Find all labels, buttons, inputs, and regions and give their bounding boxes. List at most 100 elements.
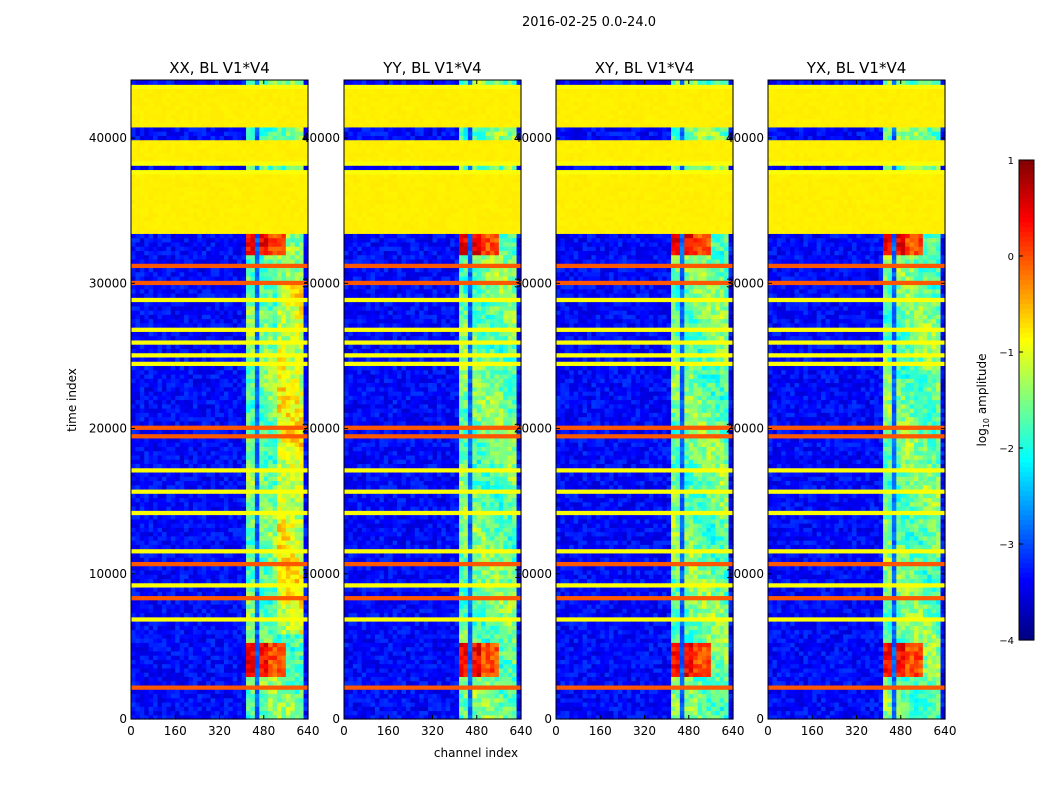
- heatmap-cell: [144, 302, 149, 307]
- heatmap-cell: [175, 204, 180, 209]
- heatmap-cell: [162, 668, 167, 673]
- heatmap-cell: [175, 647, 180, 652]
- heatmap-cell: [135, 706, 140, 711]
- heatmap-cell: [149, 327, 154, 332]
- heatmap-cell: [158, 459, 163, 464]
- heatmap-cell: [171, 489, 176, 494]
- heatmap-cell: [149, 595, 154, 600]
- heatmap-cell: [162, 493, 167, 498]
- heatmap-cell: [131, 242, 136, 247]
- heatmap-cell: [135, 664, 140, 669]
- heatmap-cell: [162, 144, 167, 149]
- heatmap-cell: [180, 655, 185, 660]
- heatmap-cell: [131, 446, 136, 451]
- heatmap-cell: [180, 250, 185, 255]
- heatmap-cell: [144, 561, 149, 566]
- heatmap-cell: [149, 421, 154, 426]
- heatmap-cell: [158, 110, 163, 115]
- heatmap-cell: [175, 634, 180, 639]
- heatmap-cell: [140, 515, 145, 520]
- heatmap-cell: [149, 536, 154, 541]
- heatmap-cell: [144, 89, 149, 94]
- heatmap-cell: [149, 233, 154, 238]
- heatmap-cell: [162, 233, 167, 238]
- heatmap-cell: [171, 566, 176, 571]
- heatmap-cell: [135, 600, 140, 605]
- heatmap-cell: [153, 370, 158, 375]
- heatmap-cell: [162, 361, 167, 366]
- heatmap-cell: [135, 672, 140, 677]
- heatmap-cell: [162, 140, 167, 145]
- heatmap-cell: [158, 553, 163, 558]
- heatmap-cell: [153, 574, 158, 579]
- heatmap-cell: [175, 540, 180, 545]
- heatmap-cell: [131, 412, 136, 417]
- heatmap-cell: [175, 152, 180, 157]
- heatmap-cell: [153, 140, 158, 145]
- heatmap-cell: [180, 702, 185, 707]
- heatmap-cell: [166, 250, 171, 255]
- heatmap-cell: [144, 451, 149, 456]
- heatmap-cell: [140, 485, 145, 490]
- heatmap-cell: [153, 497, 158, 502]
- heatmap-cell: [153, 289, 158, 294]
- heatmap-cell: [171, 634, 176, 639]
- heatmap-cell: [140, 698, 145, 703]
- heatmap-cell: [171, 600, 176, 605]
- heatmap-cell: [171, 336, 176, 341]
- heatmap-cell: [158, 140, 163, 145]
- heatmap-cell: [162, 710, 167, 715]
- heatmap-cell: [153, 523, 158, 528]
- heatmap-cell: [135, 169, 140, 174]
- heatmap-cell: [140, 263, 145, 268]
- heatmap-cell: [144, 476, 149, 481]
- heatmap-cell: [144, 702, 149, 707]
- heatmap-cell: [140, 408, 145, 413]
- heatmap-cell: [175, 195, 180, 200]
- heatmap-cell: [162, 242, 167, 247]
- heatmap-cell: [166, 284, 171, 289]
- heatmap-cell: [149, 89, 154, 94]
- heatmap-cell: [131, 634, 136, 639]
- heatmap-cell: [158, 391, 163, 396]
- heatmap-cell: [162, 429, 167, 434]
- heatmap-cell: [158, 169, 163, 174]
- heatmap-cell: [171, 455, 176, 460]
- heatmap-cell: [135, 613, 140, 618]
- heatmap-cell: [162, 608, 167, 613]
- heatmap-cell: [158, 527, 163, 532]
- heatmap-cell: [140, 578, 145, 583]
- heatmap-cell: [180, 570, 185, 575]
- heatmap-cell: [135, 89, 140, 94]
- heatmap-cell: [166, 319, 171, 324]
- heatmap-cell: [144, 412, 149, 417]
- heatmap-cell: [131, 148, 136, 153]
- heatmap-cell: [180, 664, 185, 669]
- heatmap-cell: [144, 378, 149, 383]
- heatmap-cell: [166, 191, 171, 196]
- heatmap-cell: [153, 519, 158, 524]
- heatmap-cell: [175, 472, 180, 477]
- heatmap-cell: [140, 621, 145, 626]
- heatmap-cell: [166, 187, 171, 192]
- heatmap-cell: [135, 293, 140, 298]
- heatmap-cell: [131, 681, 136, 686]
- heatmap-cell: [175, 480, 180, 485]
- x-axis-label: channel index: [434, 746, 518, 760]
- heatmap-cell: [180, 480, 185, 485]
- heatmap-cell: [153, 561, 158, 566]
- heatmap-cell: [171, 344, 176, 349]
- heatmap-cell: [135, 485, 140, 490]
- heatmap-cell: [149, 395, 154, 400]
- heatmap-cell: [131, 451, 136, 456]
- heatmap-cell: [140, 174, 145, 179]
- heatmap-cell: [158, 702, 163, 707]
- heatmap-cell: [162, 280, 167, 285]
- heatmap-cell: [166, 174, 171, 179]
- heatmap-cell: [153, 144, 158, 149]
- heatmap-cell: [175, 374, 180, 379]
- heatmap-cell: [153, 331, 158, 336]
- heatmap-cell: [171, 199, 176, 204]
- heatmap-cell: [140, 199, 145, 204]
- heatmap-cell: [158, 408, 163, 413]
